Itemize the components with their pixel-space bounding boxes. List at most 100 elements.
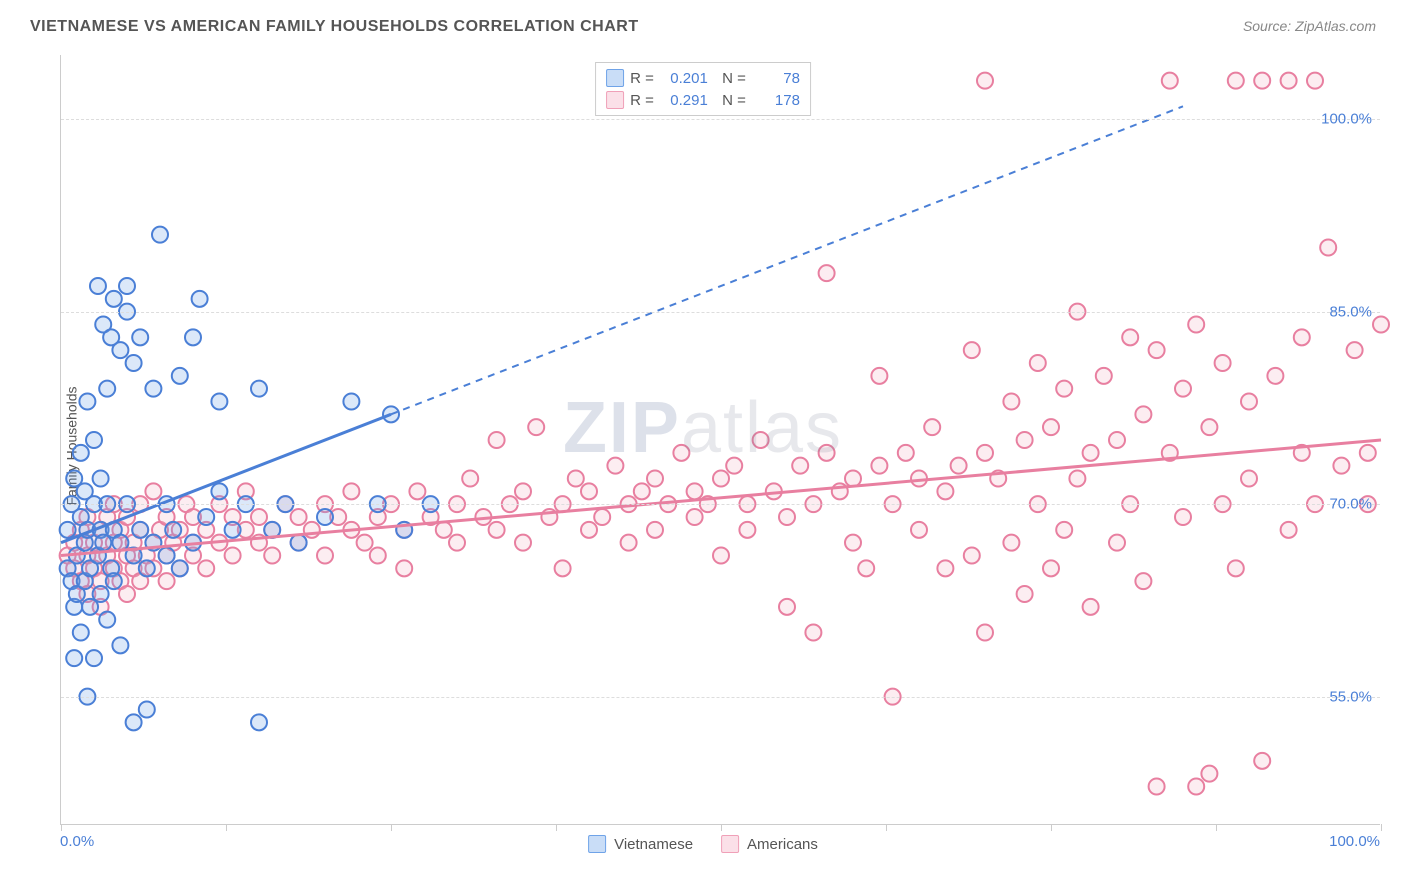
data-point <box>211 483 227 499</box>
data-point <box>911 522 927 538</box>
data-point <box>515 535 531 551</box>
data-point <box>126 714 142 730</box>
data-point <box>621 535 637 551</box>
data-point <box>291 509 307 525</box>
data-point <box>1201 419 1217 435</box>
data-point <box>1267 368 1283 384</box>
data-point <box>951 458 967 474</box>
data-point <box>792 458 808 474</box>
data-point <box>581 483 597 499</box>
series-legend: VietnameseAmericans <box>588 835 818 853</box>
gridline <box>61 697 1380 698</box>
data-point <box>1320 240 1336 256</box>
data-point <box>845 471 861 487</box>
legend-n-value: 78 <box>752 70 800 87</box>
data-point <box>528 419 544 435</box>
data-point <box>647 471 663 487</box>
gridline <box>61 119 1380 120</box>
data-point <box>687 483 703 499</box>
data-point <box>112 342 128 358</box>
data-point <box>977 445 993 461</box>
data-point <box>119 278 135 294</box>
data-point <box>106 291 122 307</box>
chart-title: VIETNAMESE VS AMERICAN FAMILY HOUSEHOLDS… <box>30 18 639 36</box>
data-point <box>66 650 82 666</box>
data-point <box>317 509 333 525</box>
legend-swatch <box>606 69 624 87</box>
data-point <box>1056 522 1072 538</box>
data-point <box>225 548 241 564</box>
data-point <box>211 394 227 410</box>
data-point <box>1162 73 1178 89</box>
data-point <box>937 560 953 576</box>
data-point <box>726 458 742 474</box>
legend-r-value: 0.291 <box>660 92 708 109</box>
legend-item: Vietnamese <box>588 835 693 853</box>
data-point <box>964 342 980 358</box>
data-point <box>515 483 531 499</box>
data-point <box>779 599 795 615</box>
legend-n-label: N = <box>714 70 746 87</box>
legend-r-value: 0.201 <box>660 70 708 87</box>
data-point <box>198 560 214 576</box>
data-point <box>152 227 168 243</box>
x-tick <box>721 824 722 831</box>
x-axis-max-label: 100.0% <box>1329 833 1380 850</box>
data-point <box>73 625 89 641</box>
data-point <box>673 445 689 461</box>
data-point <box>317 548 333 564</box>
x-tick <box>556 824 557 831</box>
data-point <box>126 355 142 371</box>
data-point <box>1175 381 1191 397</box>
data-point <box>1043 419 1059 435</box>
x-tick <box>61 824 62 831</box>
data-point <box>687 509 703 525</box>
y-tick-label: 55.0% <box>1329 688 1372 705</box>
data-point <box>1188 317 1204 333</box>
gridline <box>61 312 1380 313</box>
legend-n-label: N = <box>714 92 746 109</box>
legend-label: Vietnamese <box>614 836 693 853</box>
data-point <box>898 445 914 461</box>
legend-n-value: 178 <box>752 92 800 109</box>
data-point <box>251 714 267 730</box>
data-point <box>198 509 214 525</box>
data-point <box>713 471 729 487</box>
data-point <box>1228 560 1244 576</box>
data-point <box>1175 509 1191 525</box>
data-point <box>568 471 584 487</box>
data-point <box>251 381 267 397</box>
y-tick-label: 70.0% <box>1329 496 1372 513</box>
data-point <box>1069 471 1085 487</box>
data-point <box>119 586 135 602</box>
data-point <box>1096 368 1112 384</box>
legend-row: R =0.291 N =178 <box>606 89 800 111</box>
x-tick <box>226 824 227 831</box>
data-point <box>713 548 729 564</box>
data-point <box>93 586 109 602</box>
source-attribution: Source: ZipAtlas.com <box>1243 18 1376 34</box>
data-point <box>112 637 128 653</box>
data-point <box>370 548 386 564</box>
data-point <box>159 573 175 589</box>
data-point <box>594 509 610 525</box>
scatter-svg <box>61 55 1381 825</box>
x-tick <box>1216 824 1217 831</box>
data-point <box>1188 779 1204 795</box>
x-tick <box>886 824 887 831</box>
data-point <box>449 535 465 551</box>
data-point <box>1254 753 1270 769</box>
data-point <box>1083 599 1099 615</box>
data-point <box>1109 432 1125 448</box>
data-point <box>436 522 452 538</box>
data-point <box>977 73 993 89</box>
data-point <box>1149 342 1165 358</box>
data-point <box>409 483 425 499</box>
data-point <box>1347 342 1363 358</box>
data-point <box>185 329 201 345</box>
data-point <box>1228 73 1244 89</box>
data-point <box>172 560 188 576</box>
data-point <box>819 265 835 281</box>
data-point <box>1294 329 1310 345</box>
data-point <box>1043 560 1059 576</box>
